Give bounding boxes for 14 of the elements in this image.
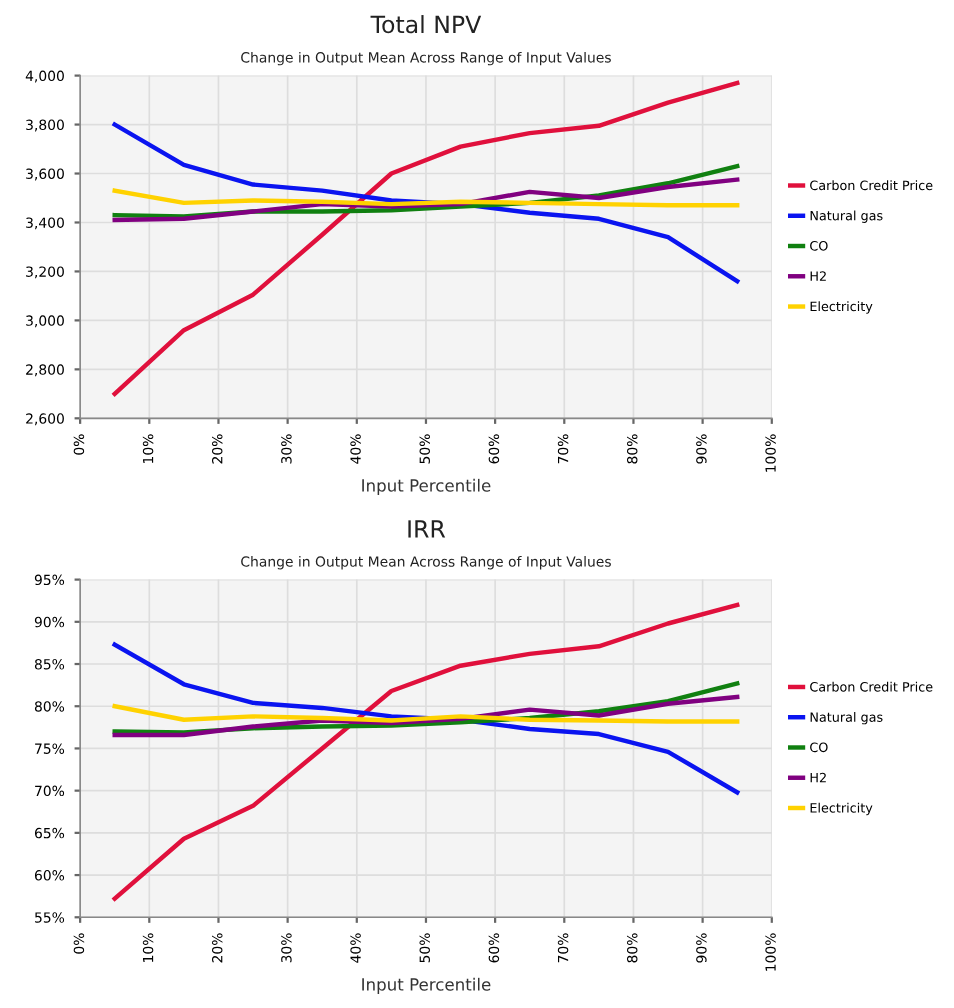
line-series xyxy=(112,602,740,901)
line-series xyxy=(112,681,740,735)
line-series xyxy=(112,188,740,208)
line-series xyxy=(112,704,740,724)
line-series xyxy=(112,122,740,284)
line-series xyxy=(112,163,740,219)
chart-title: Total NPV xyxy=(370,15,482,34)
line-series xyxy=(112,80,740,397)
chart-title: IRR xyxy=(408,520,446,538)
x-axis-title: Input Percentile xyxy=(362,478,491,495)
line-series xyxy=(112,177,740,223)
x-axis-title: Input Percentile xyxy=(362,977,491,994)
line-series xyxy=(112,642,740,795)
line-series xyxy=(112,694,740,738)
